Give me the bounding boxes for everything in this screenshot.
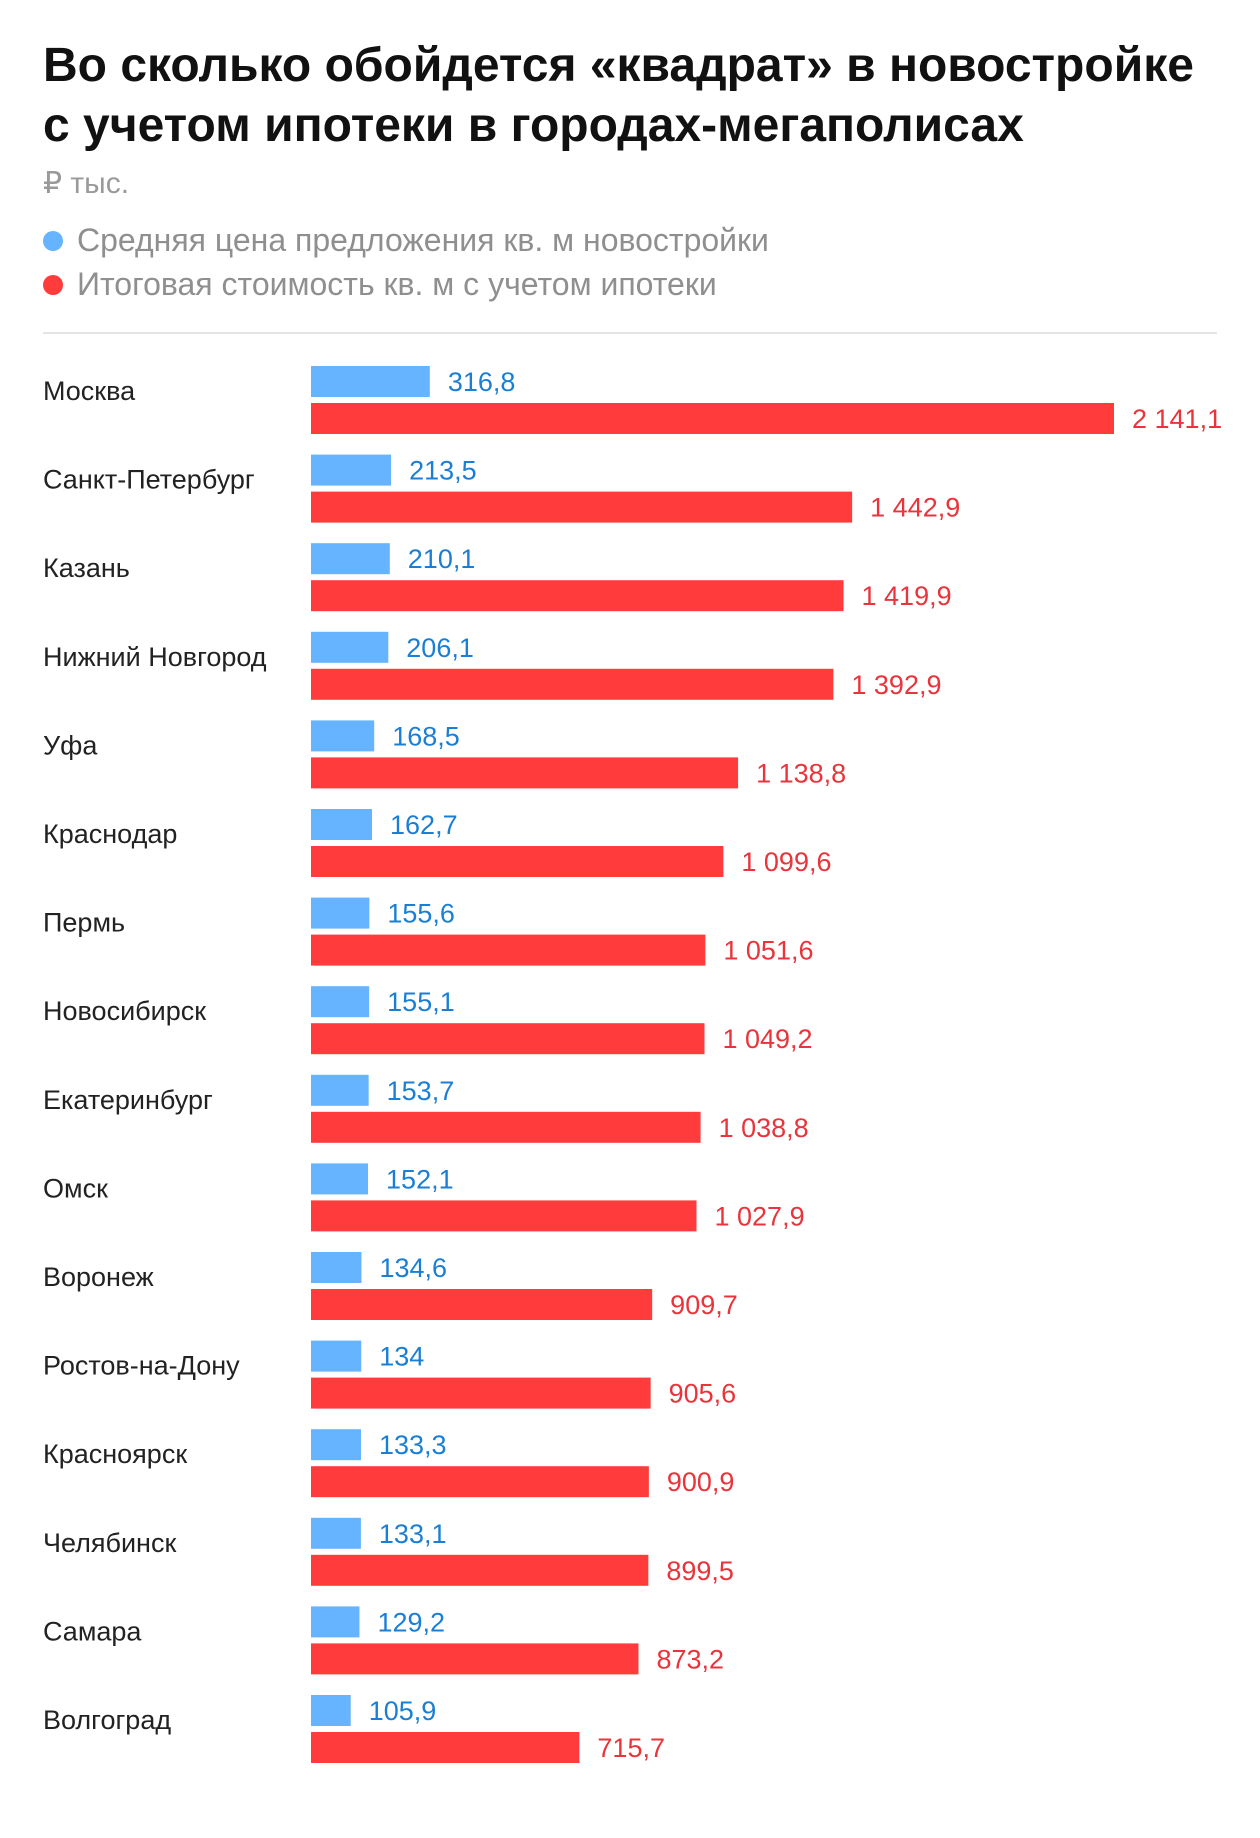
bar-avg-price: [311, 897, 370, 929]
bar-total-cost: [311, 1732, 580, 1763]
bar-avg-price-label: 152,1: [386, 1164, 454, 1194]
bar-total-cost-label: 900,9: [667, 1467, 735, 1497]
category-label: Санкт-Петербург: [43, 465, 255, 495]
bar-avg-price-label: 105,9: [369, 1696, 437, 1726]
bar-total-cost: [311, 1111, 701, 1143]
bar-avg-price: [311, 720, 375, 752]
bar-avg-price: [311, 543, 390, 575]
bar-avg-price-label: 134: [379, 1342, 424, 1372]
bar-total-cost: [311, 934, 706, 966]
bar-avg-price: [311, 1340, 362, 1372]
bar-total-cost-label: 1 442,9: [870, 493, 960, 523]
bar-avg-price-label: 153,7: [387, 1076, 455, 1106]
bar-total-cost-label: 1 051,6: [723, 936, 813, 966]
bar-avg-price-label: 213,5: [409, 456, 477, 486]
bar-avg-price: [311, 1074, 369, 1106]
category-label: Краснодар: [43, 819, 177, 849]
bar-total-cost: [311, 1377, 651, 1409]
bar-total-cost-label: 1 392,9: [851, 670, 941, 700]
bar-avg-price: [311, 1517, 361, 1549]
legend-total-dot-icon: [43, 274, 63, 295]
bar-total-cost: [311, 1466, 649, 1498]
category-label: Челябинск: [43, 1528, 176, 1558]
bar-total-cost-label: 715,7: [597, 1733, 665, 1763]
bar-total-cost-label: 1 038,8: [719, 1113, 809, 1143]
legend-avg-dot-icon: [43, 230, 63, 251]
bar-total-cost: [311, 1289, 653, 1320]
category-label: Казань: [43, 553, 130, 583]
bar-avg-price: [311, 1429, 361, 1461]
bar-avg-price: [311, 809, 373, 840]
bar-total-cost: [311, 757, 739, 789]
category-label: Екатеринбург: [43, 1085, 213, 1115]
category-label: Москва: [43, 376, 136, 406]
chart-title: Во сколько обойдется «квадрат» в новостр…: [43, 39, 1194, 152]
chart-subtitle: ₽ тыс.: [43, 167, 130, 200]
category-label: Самара: [43, 1616, 142, 1646]
bar-total-cost-label: 909,7: [670, 1290, 738, 1320]
bar-total-cost-label: 1 138,8: [756, 758, 846, 788]
bar-avg-price: [311, 986, 370, 1018]
bar-total-cost: [311, 580, 844, 612]
bar-avg-price: [311, 1606, 360, 1638]
bar-total-cost-label: 1 099,6: [741, 847, 831, 877]
bar-avg-price-label: 155,6: [387, 899, 455, 929]
legend-avg: Средняя цена предложения кв. м новострой…: [43, 222, 769, 259]
category-label: Новосибирск: [43, 996, 206, 1026]
bar-avg-price-label: 162,7: [390, 810, 458, 840]
legend-total-label: Итоговая стоимость кв. м с учетом ипотек…: [77, 266, 717, 302]
bar-total-cost: [311, 1554, 649, 1586]
bar-total-cost: [311, 668, 834, 700]
category-label: Уфа: [43, 730, 98, 760]
bar-avg-price: [311, 454, 392, 486]
bar-total-cost: [311, 1200, 697, 1232]
legend-total: Итоговая стоимость кв. м с учетом ипотек…: [43, 266, 717, 303]
bar-total-cost: [311, 1643, 639, 1675]
bar-avg-price-label: 168,5: [392, 721, 460, 751]
bar-total-cost: [311, 1023, 705, 1055]
category-label: Нижний Новгород: [43, 642, 267, 672]
category-label: Воронеж: [43, 1262, 154, 1292]
bar-total-cost-label: 905,6: [669, 1379, 737, 1409]
bar-avg-price: [311, 1163, 369, 1195]
category-label: Красноярск: [43, 1439, 187, 1469]
bar-avg-price-label: 206,1: [406, 633, 474, 663]
bar-total-cost-label: 1 419,9: [862, 581, 952, 611]
bar-avg-price-label: 316,8: [448, 367, 516, 397]
bar-avg-price-label: 134,6: [379, 1253, 447, 1283]
category-label: Пермь: [43, 908, 125, 938]
bar-avg-price-label: 155,1: [387, 987, 455, 1017]
bar-avg-price-label: 133,1: [379, 1519, 447, 1549]
bar-avg-price: [311, 366, 430, 397]
divider: [43, 332, 1217, 334]
bar-avg-price: [311, 1252, 362, 1283]
bar-total-cost-label: 873,2: [656, 1644, 724, 1674]
bar-total-cost: [311, 491, 853, 523]
bar-total-cost-label: 899,5: [666, 1556, 734, 1586]
bar-avg-price: [311, 631, 389, 663]
bar-avg-price-label: 129,2: [377, 1607, 445, 1637]
bar-avg-price-label: 133,3: [379, 1430, 447, 1460]
bar-avg-price: [311, 1695, 351, 1726]
bar-avg-price-label: 210,1: [408, 544, 476, 574]
category-label: Омск: [43, 1173, 108, 1203]
bar-total-cost-label: 1 049,2: [722, 1024, 812, 1054]
category-label: Ростов-на-Дону: [43, 1351, 240, 1381]
bar-total-cost-label: 2 141,1: [1132, 404, 1222, 434]
category-label: Волгоград: [43, 1705, 171, 1735]
bar-total-cost: [311, 846, 724, 877]
bar-total-cost-label: 1 027,9: [715, 1201, 805, 1231]
bar-total-cost: [311, 403, 1114, 434]
legend-avg-label: Средняя цена предложения кв. м новострой…: [77, 222, 769, 258]
